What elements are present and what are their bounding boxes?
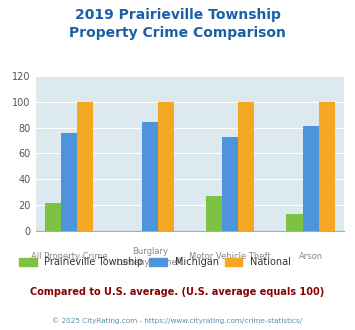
Bar bbox=[286, 214, 302, 231]
Bar bbox=[61, 133, 77, 231]
Bar bbox=[238, 102, 254, 231]
Bar bbox=[302, 126, 319, 231]
Text: Larceny & Theft: Larceny & Theft bbox=[116, 258, 183, 267]
Bar bbox=[45, 203, 61, 231]
Text: Burglary: Burglary bbox=[132, 247, 168, 255]
Text: © 2025 CityRating.com - https://www.cityrating.com/crime-statistics/: © 2025 CityRating.com - https://www.city… bbox=[53, 317, 302, 324]
Bar bbox=[222, 137, 238, 231]
Bar bbox=[77, 102, 93, 231]
Text: Motor Vehicle Theft: Motor Vehicle Theft bbox=[189, 252, 271, 261]
Text: 2019 Prairieville Township
Property Crime Comparison: 2019 Prairieville Township Property Crim… bbox=[69, 8, 286, 40]
Text: Compared to U.S. average. (U.S. average equals 100): Compared to U.S. average. (U.S. average … bbox=[31, 287, 324, 297]
Bar bbox=[319, 102, 335, 231]
Legend: Prairieville Township, Michigan, National: Prairieville Township, Michigan, Nationa… bbox=[19, 257, 291, 267]
Text: Arson: Arson bbox=[299, 252, 323, 261]
Bar bbox=[206, 196, 222, 231]
Bar bbox=[142, 122, 158, 231]
Bar bbox=[158, 102, 174, 231]
Text: All Property Crime: All Property Crime bbox=[31, 252, 108, 261]
